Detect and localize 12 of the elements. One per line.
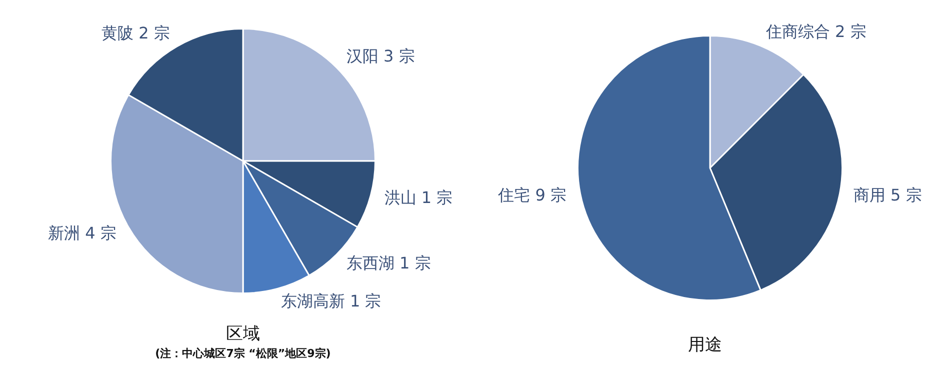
slice-label: 商用 5 宗 bbox=[853, 186, 922, 205]
slice-label: 东西湖 1 宗 bbox=[346, 254, 431, 273]
slice-label: 东湖高新 1 宗 bbox=[280, 291, 382, 310]
text: 区域 bbox=[225, 323, 261, 345]
slice-label: 汉阳 3 宗 bbox=[346, 46, 415, 66]
slice-label: 洪山 1 宗 bbox=[384, 188, 453, 208]
slice-label: 住宅 9 宗 bbox=[497, 186, 567, 205]
slice-label: 住商综合 2 宗 bbox=[764, 22, 866, 42]
text: 用途 bbox=[687, 334, 723, 356]
text: (注：中心城区7宗 “松限”地区9宗) bbox=[154, 346, 332, 361]
slice-label: 新洲 4 宗 bbox=[48, 223, 116, 242]
slice-label: 黄陂 2 宗 bbox=[102, 24, 170, 42]
